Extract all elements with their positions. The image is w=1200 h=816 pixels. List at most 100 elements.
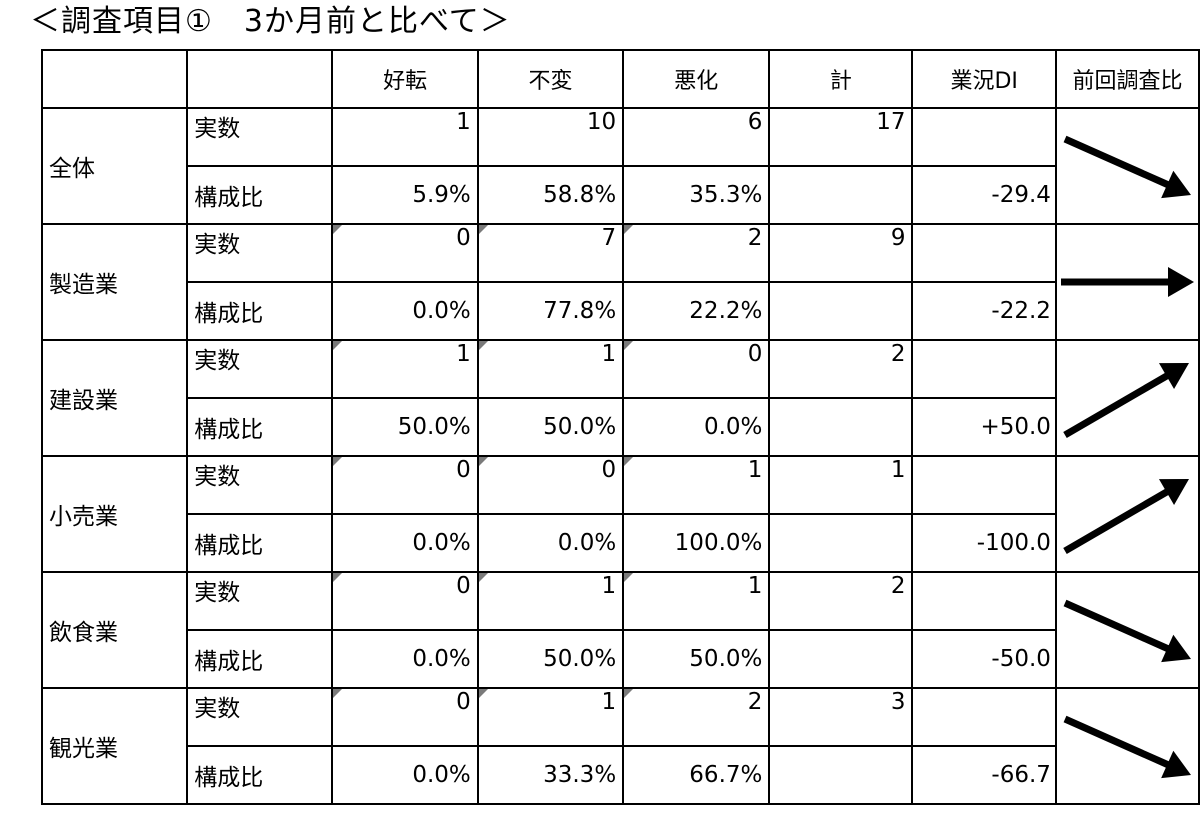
- di-value: -22.2: [911, 281, 1057, 341]
- di-value: -50.0: [911, 629, 1057, 689]
- ratio-same: 50.0%: [476, 397, 625, 457]
- trend-arrow-flat-icon: [1060, 267, 1194, 297]
- trend-arrow-down-icon: [1063, 599, 1191, 663]
- di-value: -100.0: [911, 513, 1057, 573]
- count-worse: 1: [622, 455, 771, 515]
- cell-value: 1: [456, 109, 471, 135]
- count-total: 2: [768, 571, 914, 631]
- table-row: 構成比 0.0% 77.8% 22.2% -22.2: [42, 281, 1199, 341]
- ratio-total-blank: [768, 745, 914, 805]
- comment-marker-icon: [478, 573, 488, 582]
- count-same: 1: [476, 571, 625, 631]
- count-worse: 2: [622, 223, 771, 283]
- trend-cell: [1054, 339, 1200, 457]
- comment-marker-icon: [478, 225, 488, 234]
- ratio-same: 50.0%: [476, 629, 625, 689]
- cell-value: 2: [747, 225, 763, 251]
- row-type-ratio: 構成比: [186, 513, 334, 573]
- comment-marker-icon: [624, 573, 634, 582]
- category-label: 小売業: [40, 455, 189, 573]
- di-value: +50.0: [911, 397, 1057, 457]
- ratio-improved: 50.0%: [331, 397, 479, 457]
- ratio-total-blank: [768, 397, 914, 457]
- ratio-worse: 50.0%: [622, 629, 771, 689]
- ratio-same: 33.3%: [476, 745, 625, 805]
- count-worse: 6: [622, 107, 771, 167]
- trend-cell: [1054, 455, 1200, 573]
- di-blank: [911, 107, 1057, 167]
- ratio-same: 0.0%: [476, 513, 625, 573]
- cell-value: 0: [747, 341, 763, 367]
- trend-cell: [1054, 571, 1200, 689]
- table-row: 建設業 実数 1 1 0 2: [40, 339, 1200, 457]
- row-type-count: 実数: [186, 223, 334, 283]
- category-label: 観光業: [40, 687, 189, 805]
- ratio-worse: 0.0%: [622, 397, 771, 457]
- cell-value: 0: [456, 689, 471, 715]
- row-type-count: 実数: [186, 571, 334, 631]
- ratio-same: 77.8%: [476, 281, 625, 341]
- ratio-total-blank: [768, 513, 914, 573]
- ratio-total-blank: [768, 281, 914, 341]
- di-blank: [911, 223, 1057, 283]
- cell-value: 2: [747, 689, 763, 715]
- trend-arrow-down-icon: [1063, 715, 1191, 779]
- comment-marker-icon: [333, 341, 343, 350]
- count-improved: 0: [331, 687, 479, 747]
- count-same: 10: [476, 107, 625, 167]
- cell-value: 1: [601, 689, 617, 715]
- ratio-worse: 22.2%: [622, 281, 771, 341]
- di-blank: [911, 571, 1057, 631]
- comment-marker-icon: [624, 225, 634, 234]
- row-type-count: 実数: [186, 687, 334, 747]
- row-type-ratio: 構成比: [186, 281, 334, 341]
- table-row: 構成比 50.0% 50.0% 0.0% +50.0: [42, 397, 1199, 457]
- row-type-count: 実数: [186, 455, 334, 515]
- table-row: 構成比 5.9% 58.8% 35.3% -29.4: [42, 165, 1199, 225]
- table-row: 全体 実数 1 10 6 17: [40, 107, 1200, 225]
- row-type-ratio: 構成比: [186, 397, 334, 457]
- cell-value: 10: [586, 109, 617, 135]
- count-total: 2: [768, 339, 914, 399]
- ratio-worse: 35.3%: [622, 165, 771, 225]
- count-same: 1: [476, 687, 625, 747]
- comment-marker-icon: [333, 457, 343, 466]
- table-row: 構成比 0.0% 0.0% 100.0% -100.0: [42, 513, 1199, 573]
- count-total: 3: [768, 687, 914, 747]
- trend-cell: [1054, 687, 1200, 805]
- comment-marker-icon: [478, 457, 488, 466]
- comment-marker-icon: [333, 689, 343, 698]
- count-same: 1: [476, 339, 625, 399]
- trend-arrow-up-icon: [1063, 363, 1189, 439]
- ratio-same: 58.8%: [476, 165, 625, 225]
- category-label: 建設業: [40, 339, 189, 457]
- header-di: 業況DI: [911, 49, 1057, 109]
- cell-value: 1: [456, 341, 471, 367]
- comment-marker-icon: [478, 689, 488, 698]
- count-total: 17: [768, 107, 914, 167]
- cell-value: 0: [456, 457, 471, 483]
- ratio-total-blank: [768, 165, 914, 225]
- di-value: -66.7: [911, 745, 1057, 805]
- di-blank: [911, 687, 1057, 747]
- category-label: 全体: [40, 107, 189, 225]
- cell-value: 0: [456, 225, 471, 251]
- header-improved: 好転: [331, 49, 479, 109]
- ratio-improved: 0.0%: [331, 513, 479, 573]
- di-blank: [911, 339, 1057, 399]
- header-worse: 悪化: [622, 49, 771, 109]
- cell-value: 1: [747, 457, 763, 483]
- comment-marker-icon: [624, 457, 634, 466]
- table-row: 飲食業 実数 0 1 1 2: [40, 571, 1200, 689]
- count-improved: 0: [331, 455, 479, 515]
- ratio-improved: 0.0%: [331, 281, 479, 341]
- survey-table: 好転 不変 悪化 計 業況DI 前回調査比 全体 実数 1 10 6 17 構成比 5.9% 5…: [40, 49, 1200, 805]
- row-type-count: 実数: [186, 339, 334, 399]
- table-row: 構成比 0.0% 33.3% 66.7% -66.7: [42, 745, 1199, 805]
- comment-marker-icon: [624, 689, 634, 698]
- ratio-worse: 100.0%: [622, 513, 771, 573]
- count-improved: 1: [331, 107, 479, 167]
- trend-cell: [1054, 107, 1200, 225]
- category-label: 飲食業: [40, 571, 189, 689]
- count-improved: 0: [331, 571, 479, 631]
